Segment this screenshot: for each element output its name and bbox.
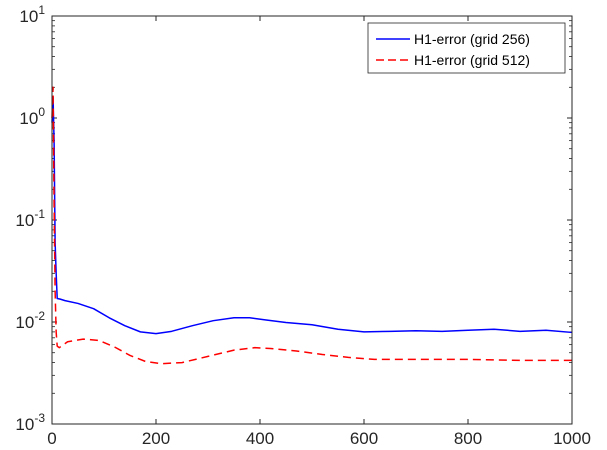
- y-tick-label-base: 10: [19, 7, 38, 26]
- plot-area: [52, 16, 572, 424]
- x-tick-label: 1000: [553, 429, 591, 448]
- series-line-2: [51, 86, 572, 365]
- y-tick-label: 10-2: [15, 309, 45, 332]
- x-axis-ticks: 0 200 400 600 800 1000: [47, 16, 591, 448]
- legend-label-series-1: H1-error (grid 256): [414, 31, 530, 47]
- series-line-1: [51, 96, 573, 335]
- y-tick-label: 101: [19, 3, 45, 26]
- y-tick-label: 10-1: [15, 207, 45, 230]
- y-tick-label-base: 10: [15, 211, 34, 230]
- x-tick-label: 200: [142, 429, 170, 448]
- x-tick-label: 400: [246, 429, 274, 448]
- y-tick-label-exponent: 1: [38, 3, 45, 17]
- x-tick-label: 800: [454, 429, 482, 448]
- legend-box: [367, 22, 566, 74]
- x-tick-label: 600: [350, 429, 378, 448]
- y-tick-label-exponent: -1: [34, 207, 45, 221]
- x-tick-label: 0: [47, 429, 56, 448]
- axes-box: [51, 15, 573, 425]
- legend-label-series-2: H1-error (grid 512): [414, 52, 530, 68]
- y-tick-label-base: 10: [15, 313, 34, 332]
- series-layer: [51, 86, 573, 365]
- y-tick-label-exponent: -2: [34, 309, 45, 323]
- y-tick-label-base: 10: [15, 415, 34, 434]
- y-tick-label-exponent: -3: [34, 411, 45, 425]
- y-tick-label: 100: [19, 105, 45, 128]
- y-tick-label-exponent: 0: [38, 105, 45, 119]
- legend: H1-error (grid 256) H1-error (grid 512): [367, 22, 566, 74]
- y-tick-label-base: 10: [19, 109, 38, 128]
- y-tick-label: 10-3: [15, 411, 45, 434]
